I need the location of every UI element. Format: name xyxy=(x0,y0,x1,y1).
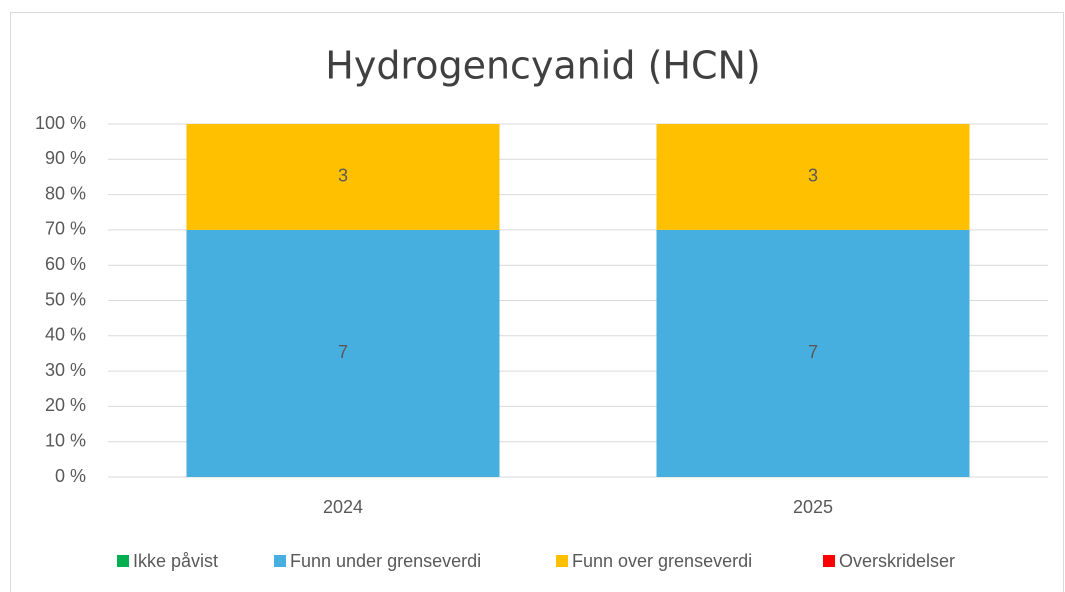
y-tick-label: 20 % xyxy=(45,395,86,415)
y-tick-label: 80 % xyxy=(45,183,86,203)
legend-label: Funn under grenseverdi xyxy=(290,551,481,571)
bar-segment xyxy=(656,229,970,477)
y-tick-label: 90 % xyxy=(45,148,86,168)
bar-segment xyxy=(186,229,500,477)
legend-swatch xyxy=(274,555,286,567)
legend-swatch xyxy=(556,555,568,567)
legend-label: Funn over grenseverdi xyxy=(572,551,752,571)
bar-segment xyxy=(186,124,500,230)
y-tick-label: 10 % xyxy=(45,430,86,450)
legend-label: Overskridelser xyxy=(839,551,955,571)
legend-swatch xyxy=(823,555,835,567)
chart-title: Hydrogencyanid (HCN) xyxy=(325,44,761,88)
data-label: 3 xyxy=(338,166,348,186)
y-tick-label: 70 % xyxy=(45,219,86,239)
y-tick-label: 100 % xyxy=(35,113,86,133)
y-tick-label: 30 % xyxy=(45,360,86,380)
data-label: 3 xyxy=(808,166,818,186)
y-tick-label: 0 % xyxy=(55,466,86,486)
x-tick-label: 2025 xyxy=(793,497,833,517)
y-tick-label: 60 % xyxy=(45,254,86,274)
bar-segment xyxy=(656,124,970,230)
legend-swatch xyxy=(117,555,129,567)
y-tick-label: 50 % xyxy=(45,289,86,309)
x-tick-label: 2024 xyxy=(323,497,363,517)
data-label: 7 xyxy=(808,342,818,362)
legend-label: Ikke påvist xyxy=(133,551,218,571)
y-tick-label: 40 % xyxy=(45,325,86,345)
data-label: 7 xyxy=(338,342,348,362)
